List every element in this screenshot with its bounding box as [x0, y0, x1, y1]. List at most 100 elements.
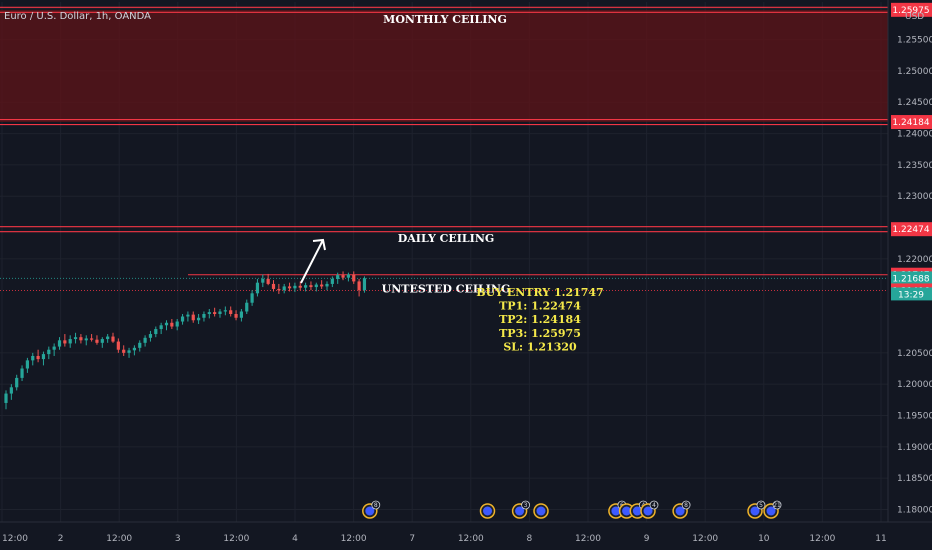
candle-body	[304, 285, 308, 288]
daily-ceiling-label: DAILY CEILING	[398, 232, 495, 245]
candle-body	[15, 377, 19, 388]
candle-body	[63, 340, 67, 344]
candle-body	[79, 337, 83, 341]
trade-plan-line: SL: 1.21320	[503, 340, 577, 353]
price-tag	[891, 222, 932, 237]
candle-body	[154, 329, 158, 335]
candle-body	[52, 346, 56, 350]
candle-body	[293, 285, 297, 289]
candle-body	[271, 283, 276, 289]
event-badge	[772, 500, 782, 510]
candle-body	[164, 322, 169, 326]
event-badge	[649, 500, 659, 510]
up-arrow-icon	[300, 238, 326, 284]
x-tick-label: 12:00	[223, 534, 249, 544]
candle-body	[73, 337, 78, 340]
x-tick-label: 2	[58, 534, 64, 544]
y-tick-label: 1.23500	[897, 161, 932, 171]
event-flag-core	[643, 506, 653, 516]
candle-body	[111, 336, 115, 342]
event-flag-core	[483, 506, 492, 516]
monthly-ceiling-label: MONTHLY CEILING	[383, 13, 507, 26]
price-tag	[891, 271, 932, 286]
x-tick-label: 4	[292, 534, 298, 544]
event-flag-core	[675, 506, 685, 516]
candle-body	[175, 321, 179, 327]
x-tick-label: 12:00	[458, 534, 484, 544]
candle-body	[202, 314, 206, 318]
event-badge-count: 8	[684, 502, 688, 509]
candle-body	[25, 360, 29, 369]
candle-body	[282, 286, 286, 291]
candle-body	[223, 310, 227, 312]
candle-body	[261, 278, 265, 283]
candle-body	[180, 316, 185, 322]
event-flag-core	[611, 506, 621, 516]
candle-body	[250, 293, 254, 303]
candle-body	[287, 286, 292, 289]
y-tick-label: 1.20000	[897, 380, 932, 390]
y-tick-label: 1.19500	[897, 411, 932, 421]
trade-plan-line: TP1: 1.22474	[499, 300, 581, 313]
economic-events[interactable]: 836448521	[362, 500, 782, 519]
candles	[4, 271, 367, 410]
candle-body	[266, 278, 270, 284]
x-tick-label: 12:00	[106, 534, 132, 544]
candle-body	[191, 314, 195, 321]
candle-body	[100, 339, 104, 343]
event-flag-core	[766, 506, 776, 516]
time-axis[interactable]: 12:00 2 12:00 3 12:00 4 12:00 7 12:00 8 12:00 9 12:0…	[2, 534, 887, 544]
candle-body	[68, 339, 72, 344]
countdown-label: 13:29	[898, 290, 924, 300]
candle-body	[197, 317, 201, 321]
event-flag-core	[536, 506, 546, 516]
candle-body	[116, 341, 120, 350]
candle-body	[4, 393, 8, 403]
candle-body	[336, 275, 340, 279]
untested-ceiling-label: UNTESTED CEILING	[382, 282, 511, 295]
candle-body	[47, 349, 51, 355]
candle-body	[127, 350, 131, 353]
candle-body	[20, 368, 24, 378]
candle-body	[277, 288, 281, 291]
x-tick-label: 8	[527, 534, 533, 544]
y-tick-label: 1.22000	[897, 255, 932, 265]
y-tick-label: 1.19000	[897, 443, 932, 453]
x-tick-label: 7	[409, 534, 415, 544]
y-tick-label: 1.24000	[897, 130, 932, 140]
countdown-tag	[891, 287, 932, 301]
candle-body	[234, 314, 238, 318]
price-tag-label: 1.21688	[892, 274, 929, 284]
price-axis[interactable]: 1.260001.255001.250001.245001.240001.235…	[891, 2, 932, 516]
candle-body	[41, 354, 46, 360]
candle-body	[346, 274, 350, 278]
monthly-ceiling-zone	[0, 9, 888, 123]
candle-body	[186, 314, 190, 317]
candle-body	[213, 312, 217, 314]
candle-body	[298, 285, 302, 288]
event-flag-core	[750, 506, 760, 516]
event-badge-count: 5	[759, 502, 763, 509]
y-tick-label: 1.18000	[897, 505, 932, 515]
candle-body	[362, 278, 367, 291]
candle-body	[148, 334, 153, 338]
event-badge	[371, 500, 381, 510]
event-badge	[681, 500, 691, 510]
candle-body	[320, 284, 324, 287]
event-flag-core	[365, 506, 375, 516]
event-badge	[756, 500, 766, 510]
currency-unit: USD	[905, 12, 924, 22]
candle-body	[309, 285, 313, 288]
candle-body	[90, 338, 94, 340]
price-tag	[891, 2, 932, 17]
x-tick-label: 3	[175, 534, 181, 544]
x-tick-label: 9	[644, 534, 650, 544]
y-tick-label: 1.23000	[897, 192, 932, 202]
candle-body	[132, 347, 136, 351]
y-tick-label: 1.25500	[897, 36, 932, 46]
candle-body	[9, 387, 13, 394]
chart-title: Euro / U.S. Dollar, 1h, OANDA	[4, 11, 151, 22]
annotations: MONTHLY CEILING DAILY CEILING UNTESTED CEI…	[382, 13, 604, 354]
candle-body	[325, 283, 329, 287]
